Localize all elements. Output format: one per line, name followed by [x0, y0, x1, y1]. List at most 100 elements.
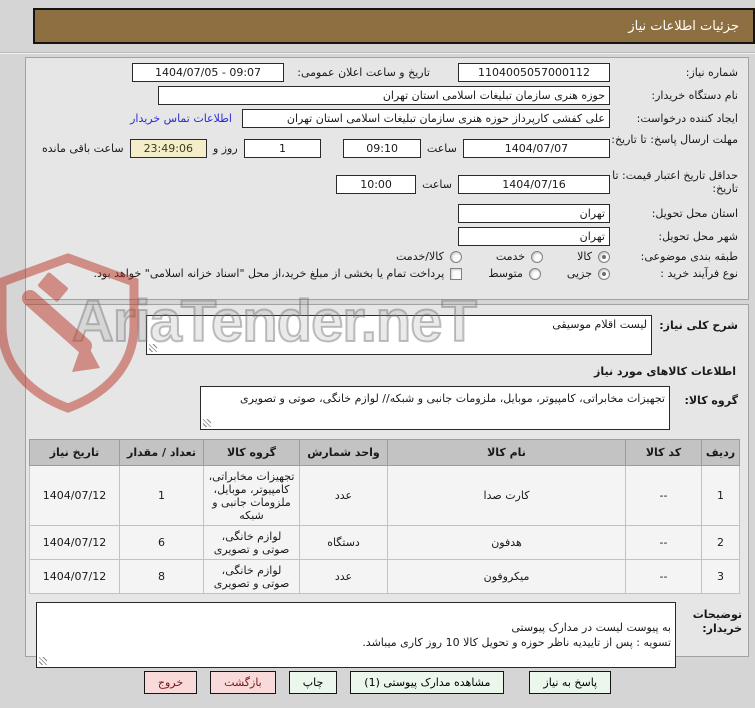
goods-group-textarea[interactable]: تجهیزات مخابراتی، کامپیوتر، موبایل، ملزو… [200, 386, 670, 430]
cell-row-number: 2 [701, 525, 740, 560]
goods-group-label: گروه کالا: [684, 394, 738, 407]
subject-class-label: طبقه بندی موضوعی: [640, 250, 738, 263]
delivery-city-label: شهر محل تحویل: [658, 230, 738, 243]
need-number-row: شماره نیاز: 1104005057000112 تاریخ و ساع… [30, 61, 744, 84]
cell-row-number: 3 [701, 559, 740, 594]
need-description-text: لیست اقلام موسیقی [552, 318, 647, 331]
resize-handle-icon[interactable] [39, 657, 47, 665]
requester-field[interactable]: علی کفشی کارپرداز حوزه هنری سازمان تبلیغ… [242, 109, 610, 128]
cell-quantity: 8 [119, 559, 204, 594]
buyer-notes-text: به پیوست لیست در مدارک پیوستی تسویه : پس… [362, 621, 671, 649]
subject-option-service[interactable]: خدمت [495, 250, 544, 263]
requester-row: ایجاد کننده درخواست: علی کفشی کارپرداز ح… [30, 107, 744, 130]
cell-item-code: -- [625, 525, 702, 560]
treasury-docs-label: پرداخت تمام یا بخشی از مبلغ خرید،از محل … [93, 267, 445, 280]
cell-item-name: کارت صدا [387, 465, 626, 526]
requester-label: ایجاد کننده درخواست: [636, 112, 738, 125]
need-description-textarea[interactable]: لیست اقلام موسیقی [146, 315, 652, 355]
price-validity-label: حداقل تاریخ اعتبار قیمت: تا تاریخ: [612, 169, 738, 195]
cell-item-code: -- [625, 465, 702, 526]
reply-deadline-label: مهلت ارسال پاسخ: تا تاریخ: [611, 133, 738, 146]
announce-field[interactable]: 1404/07/05 - 09:07 [132, 63, 284, 82]
exit-button[interactable]: خروج [143, 671, 198, 694]
print-button[interactable]: چاپ [288, 671, 338, 694]
col-header-row-number: ردیف [701, 439, 740, 466]
remaining-days-field[interactable]: 1 [243, 138, 322, 158]
process-option-medium-label: متوسط [488, 267, 523, 280]
delivery-city-field[interactable]: تهران [458, 227, 610, 246]
table-row: 2 -- هدفون دستگاه لوازم خانگی، صوتی و تص… [29, 525, 740, 560]
delivery-province-field[interactable]: تهران [458, 204, 610, 223]
price-validity-time-label: ساعت [422, 177, 452, 191]
price-validity-date-field[interactable]: 1404/07/16 [458, 174, 610, 194]
col-header-item-code: کد کالا [625, 439, 702, 466]
reply-deadline-time-field[interactable]: 09:10 [343, 138, 421, 158]
buyer-org-field[interactable]: حوزه هنری سازمان تبلیغات اسلامی استان ته… [158, 86, 610, 105]
cell-item-name: میکروفون [387, 559, 626, 594]
goods-info-panel: شرح کلی نیاز: لیست اقلام موسیقی اطلاعات … [25, 304, 749, 668]
process-option-medium[interactable]: متوسط [488, 267, 541, 280]
radio-icon[interactable] [598, 267, 610, 280]
price-validity-row: حداقل تاریخ اعتبار قیمت: تا تاریخ: 1404/… [30, 166, 744, 202]
cell-need-date: 1404/07/12 [29, 525, 120, 560]
announce-label: تاریخ و ساعت اعلان عمومی: [297, 66, 430, 79]
page-title: جزئیات اطلاعات نیاز [33, 8, 755, 44]
cell-row-number: 1 [701, 465, 740, 526]
price-validity-time-field[interactable]: 10:00 [336, 174, 417, 194]
buyer-notes-row: توضیحات خریدار: به پیوست لیست در مدارک پ… [30, 598, 744, 668]
cell-unit: عدد [299, 559, 388, 594]
cell-unit: دستگاه [299, 525, 388, 560]
buyer-notes-label: توضیحات خریدار: [692, 608, 742, 635]
reply-to-need-button[interactable]: پاسخ به نیاز [529, 671, 612, 694]
resize-handle-icon[interactable] [149, 344, 157, 352]
subject-option-goods[interactable]: کالا [577, 250, 610, 263]
reply-deadline-time-label: ساعت [426, 141, 457, 155]
goods-group-row: گروه کالا: تجهیزات مخابراتی، کامپیوتر، م… [30, 382, 744, 434]
checkbox-icon[interactable] [450, 267, 463, 280]
action-buttons: پاسخ به نیاز مشاهده مدارک پیوستی (1) چاپ… [0, 671, 755, 694]
buyer-org-label: نام دستگاه خریدار: [651, 89, 738, 102]
subject-option-goods-service-label: کالا/خدمت [396, 250, 444, 263]
process-option-minor-label: جزیی [566, 267, 592, 280]
buyer-org-row: نام دستگاه خریدار: حوزه هنری سازمان تبلی… [30, 84, 744, 107]
resize-handle-icon[interactable] [203, 419, 211, 427]
reply-deadline-date-field[interactable]: 1404/07/07 [462, 138, 610, 158]
divider [0, 52, 755, 54]
buyer-contact-link[interactable]: اطلاعات تماس خریدار [130, 112, 232, 125]
remaining-days-label: روز و [212, 141, 238, 155]
cell-need-date: 1404/07/12 [29, 559, 120, 594]
subject-class-row: طبقه بندی موضوعی: کالا خدمت کالا/خدمت [30, 248, 744, 265]
cell-quantity: 1 [119, 465, 204, 526]
buyer-notes-textarea[interactable]: به پیوست لیست در مدارک پیوستی تسویه : پس… [36, 602, 676, 668]
process-option-minor[interactable]: جزیی [567, 267, 610, 280]
process-type-row: نوع فرآیند خرید : جزیی متوسط پرداخت تمام… [30, 265, 744, 282]
cell-item-name: هدفون [387, 525, 626, 560]
need-description-label: شرح کلی نیاز: [659, 319, 738, 332]
cell-group: لوازم خانگی، صوتی و تصویری [203, 559, 300, 594]
cell-group: لوازم خانگی، صوتی و تصویری [203, 525, 300, 560]
radio-icon[interactable] [531, 250, 544, 263]
delivery-province-row: استان محل تحویل: تهران [30, 202, 744, 225]
view-attached-docs-button[interactable]: مشاهده مدارک پیوستی (1) [350, 671, 505, 694]
cell-need-date: 1404/07/12 [29, 465, 120, 526]
radio-icon[interactable] [449, 250, 462, 263]
cell-group: تجهیزات مخابراتی، کامپیوتر، موبایل، ملزو… [203, 465, 300, 526]
subject-option-service-label: خدمت [495, 250, 526, 263]
delivery-city-row: شهر محل تحویل: تهران [30, 225, 744, 248]
goods-group-text: تجهیزات مخابراتی، کامپیوتر، موبایل، ملزو… [240, 392, 665, 405]
col-header-item-name: نام کالا [387, 439, 626, 466]
request-details-panel: شماره نیاز: 1104005057000112 تاریخ و ساع… [25, 57, 749, 300]
radio-icon[interactable] [528, 267, 541, 280]
goods-section-title: اطلاعات کالاهای مورد نیاز [594, 365, 736, 378]
goods-table-header-row: ردیف کد کالا نام کالا واحد شمارش گروه کا… [29, 439, 740, 466]
subject-option-goods-service[interactable]: کالا/خدمت [396, 250, 462, 263]
goods-table: ردیف کد کالا نام کالا واحد شمارش گروه کا… [29, 439, 740, 594]
radio-icon[interactable] [598, 250, 610, 263]
cell-unit: عدد [299, 465, 388, 526]
need-number-field[interactable]: 1104005057000112 [458, 63, 610, 82]
treasury-docs-option[interactable]: پرداخت تمام یا بخشی از مبلغ خرید،از محل … [94, 267, 463, 280]
back-button[interactable]: بازگشت [210, 671, 276, 694]
delivery-province-label: استان محل تحویل: [651, 207, 738, 220]
col-header-need-date: تاریخ نیاز [29, 439, 120, 466]
